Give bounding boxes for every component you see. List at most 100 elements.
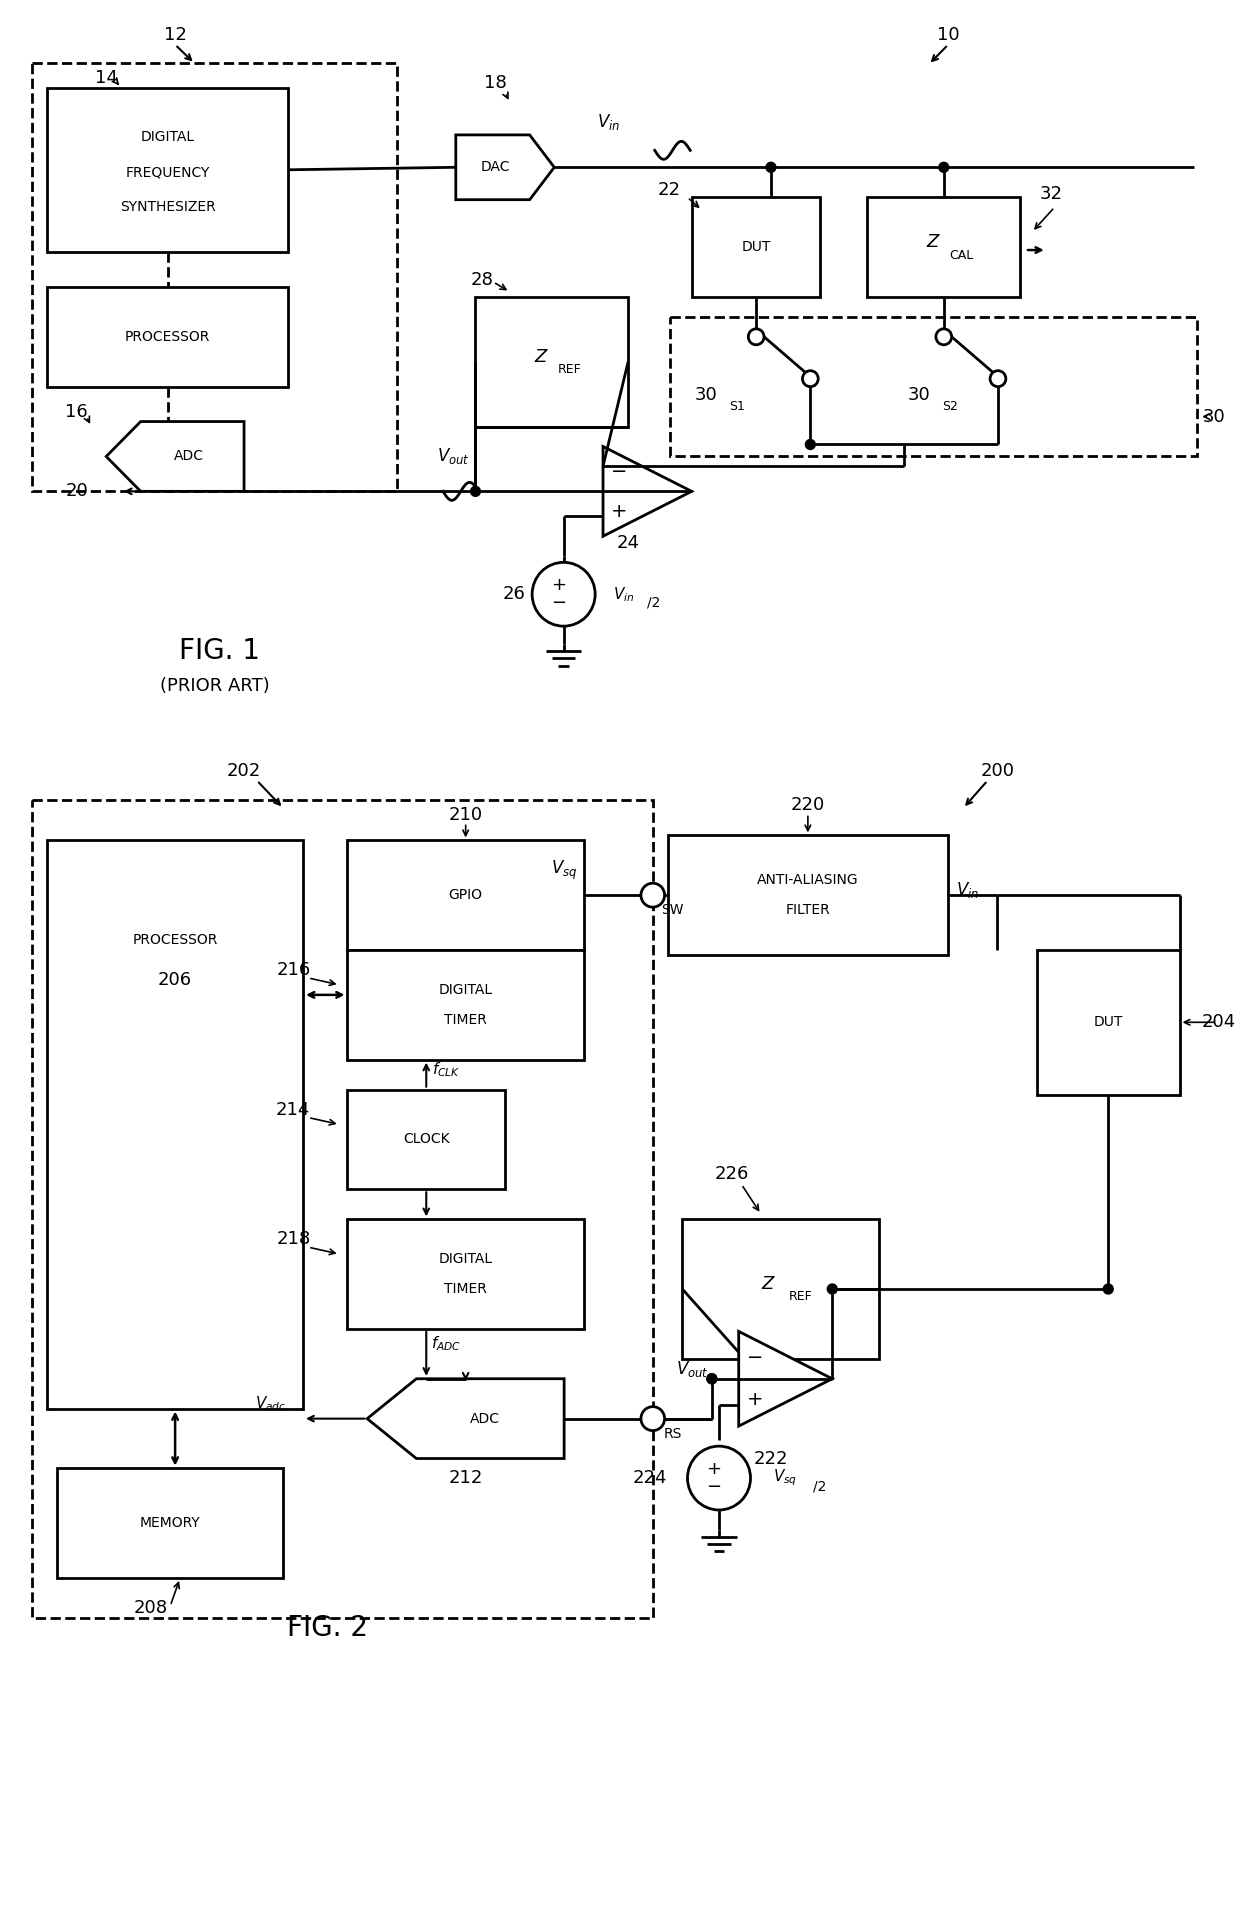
Text: 22: 22 bbox=[657, 181, 681, 200]
Text: ADC: ADC bbox=[174, 450, 203, 463]
Bar bbox=[57, 1469, 284, 1577]
Text: REF: REF bbox=[789, 1290, 812, 1303]
Text: 212: 212 bbox=[449, 1469, 482, 1488]
Text: GPIO: GPIO bbox=[449, 888, 482, 903]
Text: +: + bbox=[748, 1391, 764, 1410]
Text: 226: 226 bbox=[714, 1166, 749, 1183]
Circle shape bbox=[707, 1374, 717, 1383]
Text: $V_{in}$: $V_{in}$ bbox=[613, 585, 635, 604]
Circle shape bbox=[806, 440, 815, 450]
Text: 220: 220 bbox=[791, 796, 825, 815]
Text: $Z$: $Z$ bbox=[761, 1274, 776, 1293]
Text: DIGITAL: DIGITAL bbox=[439, 1252, 492, 1267]
Bar bbox=[667, 836, 949, 954]
Text: 208: 208 bbox=[134, 1598, 167, 1617]
Text: CAL: CAL bbox=[950, 248, 973, 261]
Circle shape bbox=[687, 1446, 750, 1511]
Text: /2: /2 bbox=[812, 1478, 826, 1494]
Circle shape bbox=[532, 562, 595, 627]
Bar bbox=[682, 1219, 879, 1358]
Bar bbox=[1037, 951, 1179, 1095]
Text: SW: SW bbox=[661, 903, 683, 916]
Circle shape bbox=[827, 1284, 837, 1293]
Bar bbox=[347, 840, 584, 951]
Text: RS: RS bbox=[663, 1427, 682, 1440]
Text: 28: 28 bbox=[471, 271, 494, 290]
Text: +: + bbox=[707, 1459, 722, 1478]
Circle shape bbox=[748, 330, 764, 345]
Text: −: − bbox=[707, 1478, 722, 1495]
Text: 216: 216 bbox=[277, 960, 310, 979]
Text: 32: 32 bbox=[1040, 185, 1063, 204]
Bar bbox=[347, 951, 584, 1059]
Text: −: − bbox=[551, 594, 567, 612]
Text: 200: 200 bbox=[981, 762, 1014, 779]
Bar bbox=[671, 316, 1198, 457]
Text: FILTER: FILTER bbox=[785, 903, 831, 916]
Text: 214: 214 bbox=[277, 1101, 310, 1118]
Bar bbox=[32, 63, 397, 491]
Text: REF: REF bbox=[558, 364, 582, 375]
Text: 10: 10 bbox=[937, 25, 960, 44]
Polygon shape bbox=[367, 1379, 564, 1459]
Circle shape bbox=[802, 371, 818, 387]
Bar bbox=[47, 88, 289, 251]
Text: 30: 30 bbox=[694, 385, 717, 404]
Bar bbox=[32, 800, 652, 1617]
Text: ANTI-ALIASING: ANTI-ALIASING bbox=[758, 872, 858, 888]
Text: 210: 210 bbox=[449, 806, 482, 825]
Circle shape bbox=[641, 884, 665, 907]
Text: 14: 14 bbox=[94, 69, 118, 86]
Text: S1: S1 bbox=[729, 400, 745, 413]
Text: (PRIOR ART): (PRIOR ART) bbox=[160, 676, 269, 695]
Text: PROCESSOR: PROCESSOR bbox=[125, 330, 211, 343]
Text: /2: /2 bbox=[647, 594, 661, 610]
Text: 218: 218 bbox=[277, 1231, 310, 1248]
Text: TIMER: TIMER bbox=[444, 1013, 487, 1027]
Text: −: − bbox=[611, 463, 627, 482]
Polygon shape bbox=[603, 446, 692, 535]
Text: DAC: DAC bbox=[480, 160, 510, 173]
Circle shape bbox=[641, 1406, 665, 1431]
Text: DIGITAL: DIGITAL bbox=[140, 130, 195, 145]
Bar bbox=[347, 1219, 584, 1330]
Text: SYNTHESIZER: SYNTHESIZER bbox=[120, 200, 216, 213]
Text: $V_{sq}$: $V_{sq}$ bbox=[551, 859, 578, 882]
Text: S2: S2 bbox=[942, 400, 959, 413]
Circle shape bbox=[939, 162, 949, 171]
Bar bbox=[475, 297, 629, 427]
Circle shape bbox=[470, 486, 480, 497]
Circle shape bbox=[990, 371, 1006, 387]
Circle shape bbox=[936, 330, 951, 345]
Text: −: − bbox=[748, 1349, 764, 1368]
Text: PROCESSOR: PROCESSOR bbox=[133, 933, 218, 947]
Circle shape bbox=[707, 1374, 717, 1383]
Text: +: + bbox=[611, 501, 627, 520]
Text: +: + bbox=[552, 577, 567, 594]
Bar bbox=[868, 198, 1021, 297]
Text: 222: 222 bbox=[754, 1450, 789, 1467]
Text: $f_{ADC}$: $f_{ADC}$ bbox=[430, 1335, 461, 1353]
Polygon shape bbox=[456, 135, 554, 200]
Text: $V_{sq}$: $V_{sq}$ bbox=[774, 1467, 797, 1488]
Text: $Z$: $Z$ bbox=[926, 232, 941, 251]
Text: 26: 26 bbox=[503, 585, 526, 604]
Circle shape bbox=[766, 162, 776, 171]
Bar bbox=[47, 288, 289, 387]
Text: 30: 30 bbox=[908, 385, 930, 404]
Text: $V_{out}$: $V_{out}$ bbox=[676, 1358, 708, 1379]
Bar bbox=[47, 840, 303, 1408]
Text: $V_{out}$: $V_{out}$ bbox=[438, 446, 470, 467]
Bar bbox=[347, 1090, 505, 1189]
Text: CLOCK: CLOCK bbox=[403, 1132, 450, 1147]
Text: 202: 202 bbox=[227, 762, 262, 779]
Text: ADC: ADC bbox=[470, 1412, 501, 1425]
Text: DUT: DUT bbox=[1094, 1015, 1123, 1029]
Text: TIMER: TIMER bbox=[444, 1282, 487, 1295]
Text: 204: 204 bbox=[1202, 1013, 1236, 1031]
Text: DUT: DUT bbox=[742, 240, 771, 253]
Text: $V_{in}$: $V_{in}$ bbox=[956, 880, 980, 901]
Text: FIG. 2: FIG. 2 bbox=[288, 1614, 368, 1642]
Text: 224: 224 bbox=[632, 1469, 667, 1488]
Polygon shape bbox=[739, 1332, 832, 1427]
